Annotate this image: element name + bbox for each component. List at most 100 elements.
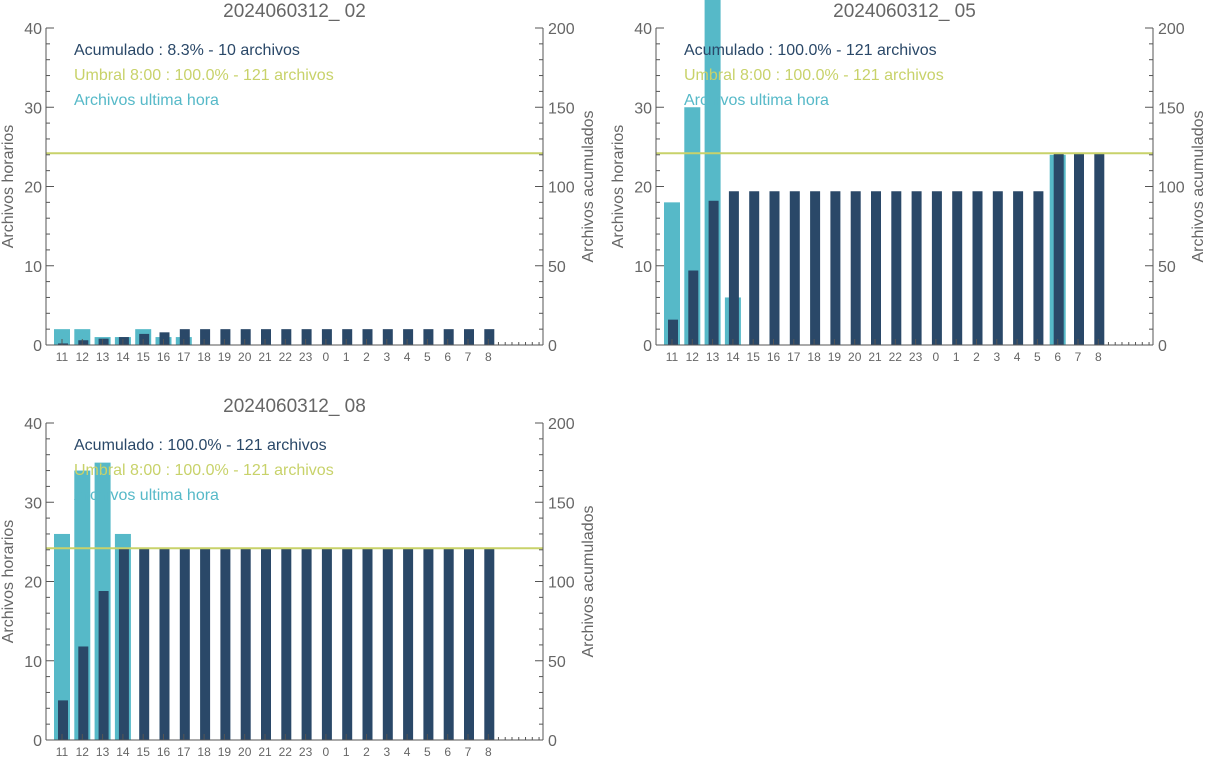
x-tick-label-1: 1 bbox=[343, 745, 350, 759]
x-tick-label-12: 12 bbox=[76, 745, 90, 759]
x-tick-label-6: 6 bbox=[1054, 350, 1061, 364]
x-tick-label-16: 16 bbox=[767, 350, 781, 364]
accumulated-bar-20 bbox=[240, 548, 251, 740]
x-tick-label-12: 12 bbox=[76, 350, 90, 364]
accumulated-bar-16 bbox=[159, 548, 170, 740]
accumulated-bar-8 bbox=[484, 329, 495, 345]
accumulated-bar-0 bbox=[321, 329, 332, 345]
y-axis-label-left: Archivos horarios bbox=[0, 520, 17, 644]
y-left-tick-label-40: 40 bbox=[24, 21, 42, 38]
accumulated-bar-14 bbox=[118, 548, 129, 740]
accumulated-bar-3 bbox=[382, 329, 393, 345]
accumulated-bar-22 bbox=[281, 548, 292, 740]
y-right-tick-label-150: 150 bbox=[548, 100, 575, 117]
x-tick-label-5: 5 bbox=[1034, 350, 1041, 364]
legend-accumulated: Acumulado : 100.0% - 121 archivos bbox=[74, 437, 327, 454]
y-right-tick-label-50: 50 bbox=[1158, 259, 1176, 276]
accumulated-bar-1 bbox=[342, 548, 353, 740]
accumulated-bar-4 bbox=[403, 548, 414, 740]
legend-threshold: Umbral 8:00 : 100.0% - 121 archivos bbox=[74, 462, 334, 479]
accumulated-bar-18 bbox=[200, 548, 211, 740]
accumulated-bar-23 bbox=[911, 191, 922, 345]
accumulated-bar-0 bbox=[931, 191, 942, 345]
x-tick-label-23: 23 bbox=[299, 745, 313, 759]
legend-threshold: Umbral 8:00 : 100.0% - 121 archivos bbox=[74, 67, 334, 84]
y-right-tick-label-200: 200 bbox=[1158, 21, 1185, 38]
bars-group bbox=[664, 0, 1105, 346]
accumulated-bar-21 bbox=[871, 191, 881, 345]
accumulated-bar-18 bbox=[810, 191, 821, 345]
x-tick-label-17: 17 bbox=[177, 350, 191, 364]
accumulated-bar-12 bbox=[688, 270, 699, 345]
y-left-tick-label-20: 20 bbox=[24, 575, 42, 592]
x-tick-label-1: 1 bbox=[953, 350, 960, 364]
accumulated-bar-13 bbox=[98, 338, 109, 345]
accumulated-bar-11 bbox=[58, 343, 68, 345]
accumulated-bar-11 bbox=[668, 319, 678, 345]
accumulated-bar-14 bbox=[118, 337, 129, 345]
accumulated-bar-4 bbox=[1013, 191, 1024, 345]
x-tick-label-20: 20 bbox=[238, 350, 252, 364]
accumulated-bar-2 bbox=[972, 191, 983, 345]
x-tick-label-19: 19 bbox=[218, 350, 232, 364]
x-tick-label-8: 8 bbox=[485, 350, 492, 364]
accumulated-bar-7 bbox=[1074, 153, 1084, 345]
accumulated-bar-2 bbox=[362, 329, 373, 345]
accumulated-bar-6 bbox=[443, 548, 454, 740]
x-tick-label-14: 14 bbox=[116, 745, 130, 759]
accumulated-bar-1 bbox=[342, 329, 353, 345]
accumulated-bar-19 bbox=[220, 329, 231, 345]
y-axis-label-right: Archivos acumulados bbox=[580, 110, 597, 262]
accumulated-bar-8 bbox=[1094, 153, 1105, 345]
x-tick-label-5: 5 bbox=[424, 350, 431, 364]
y-right-tick-label-0: 0 bbox=[548, 733, 557, 750]
x-tick-label-2: 2 bbox=[973, 350, 980, 364]
chart-title: 2024060312_ 02 bbox=[223, 1, 366, 22]
x-tick-label-7: 7 bbox=[465, 745, 472, 759]
y-left-tick-label-30: 30 bbox=[24, 495, 42, 512]
x-tick-label-22: 22 bbox=[889, 350, 903, 364]
accumulated-bar-11 bbox=[58, 700, 68, 740]
x-tick-label-22: 22 bbox=[279, 350, 293, 364]
x-tick-label-3: 3 bbox=[383, 350, 390, 364]
x-tick-label-19: 19 bbox=[828, 350, 842, 364]
hourly-bar-11 bbox=[54, 329, 70, 345]
accumulated-bar-17 bbox=[789, 191, 800, 345]
accumulated-bar-23 bbox=[301, 548, 312, 740]
x-tick-label-8: 8 bbox=[485, 745, 492, 759]
x-tick-label-4: 4 bbox=[1014, 350, 1021, 364]
x-tick-label-17: 17 bbox=[787, 350, 801, 364]
accumulated-bar-13 bbox=[708, 200, 719, 345]
accumulated-bar-0 bbox=[321, 548, 332, 740]
x-tick-label-16: 16 bbox=[157, 350, 171, 364]
y-right-tick-label-100: 100 bbox=[548, 575, 575, 592]
x-tick-label-18: 18 bbox=[807, 350, 821, 364]
accumulated-bar-5 bbox=[423, 329, 434, 345]
x-tick-label-19: 19 bbox=[218, 745, 232, 759]
x-tick-label-15: 15 bbox=[137, 745, 151, 759]
accumulated-bar-12 bbox=[78, 646, 89, 740]
accumulated-bar-7 bbox=[464, 548, 474, 740]
accumulated-bar-22 bbox=[891, 191, 902, 345]
x-tick-label-13: 13 bbox=[706, 350, 720, 364]
x-tick-label-0: 0 bbox=[323, 745, 330, 759]
x-tick-label-15: 15 bbox=[137, 350, 151, 364]
x-tick-label-14: 14 bbox=[726, 350, 740, 364]
accumulated-bar-6 bbox=[443, 329, 454, 345]
accumulated-bar-14 bbox=[728, 191, 739, 345]
y-right-tick-label-100: 100 bbox=[1158, 180, 1185, 197]
x-tick-label-11: 11 bbox=[666, 350, 679, 364]
x-tick-label-2: 2 bbox=[363, 350, 370, 364]
y-right-tick-label-100: 100 bbox=[548, 180, 575, 197]
accumulated-bar-17 bbox=[179, 329, 190, 345]
accumulated-bar-5 bbox=[1033, 191, 1044, 345]
y-left-tick-label-0: 0 bbox=[33, 733, 42, 750]
y-left-tick-label-40: 40 bbox=[24, 416, 42, 433]
y-left-tick-label-20: 20 bbox=[24, 180, 42, 197]
y-left-tick-label-10: 10 bbox=[24, 654, 42, 671]
x-tick-label-18: 18 bbox=[197, 350, 211, 364]
x-tick-label-5: 5 bbox=[424, 745, 431, 759]
